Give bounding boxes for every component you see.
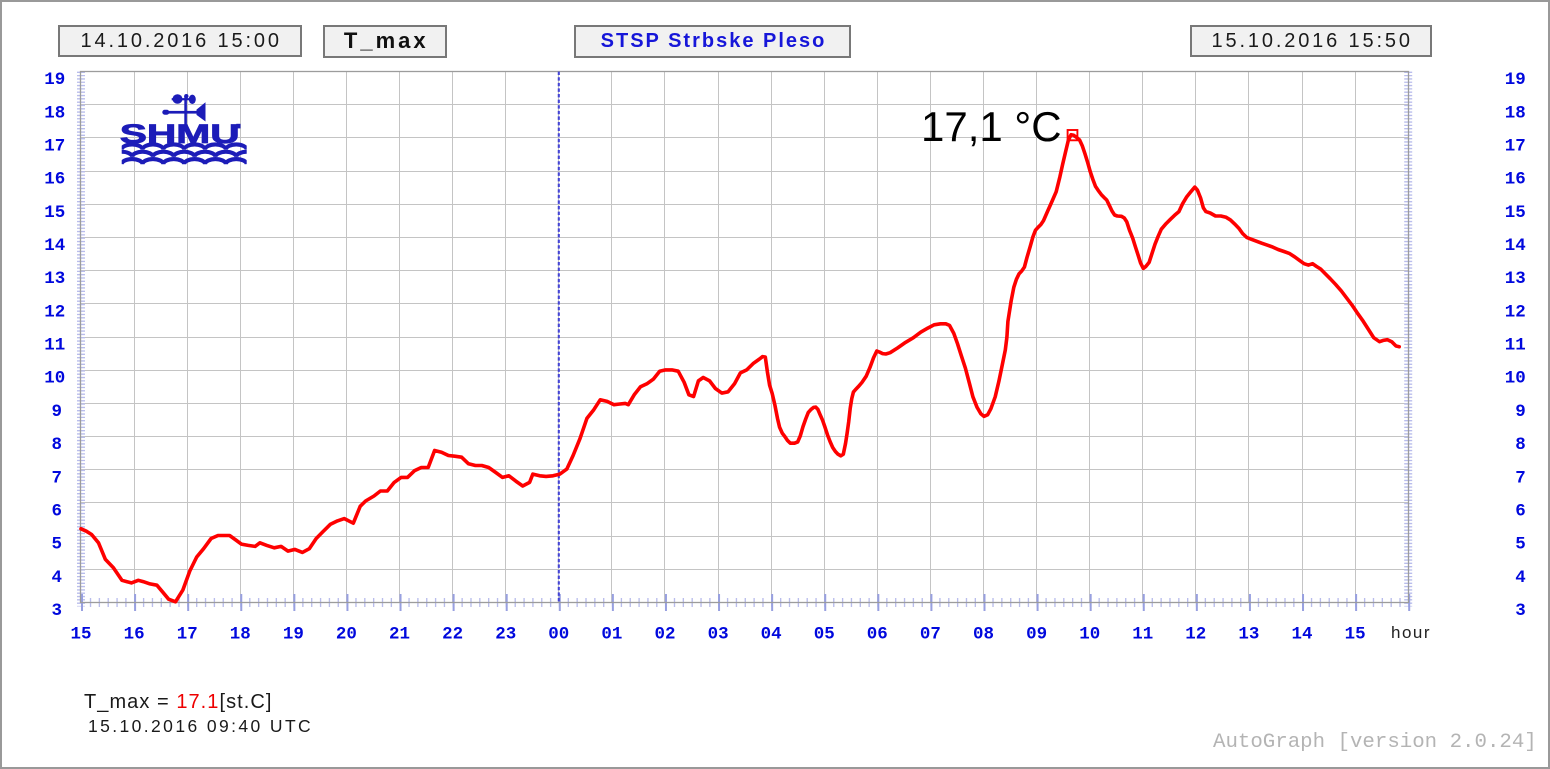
svg-text:8: 8 xyxy=(1515,435,1526,455)
svg-text:13: 13 xyxy=(1505,269,1526,289)
svg-text:15: 15 xyxy=(44,203,65,223)
svg-text:8: 8 xyxy=(51,435,62,455)
svg-text:00: 00 xyxy=(548,625,569,645)
svg-text:23: 23 xyxy=(495,625,516,645)
svg-text:01: 01 xyxy=(601,625,622,645)
svg-text:14: 14 xyxy=(44,236,65,256)
svg-text:17: 17 xyxy=(44,137,65,157)
svg-text:21: 21 xyxy=(389,625,410,645)
svg-text:18: 18 xyxy=(44,103,65,123)
svg-text:11: 11 xyxy=(1132,625,1153,645)
svg-text:12: 12 xyxy=(1185,625,1206,645)
svg-text:12: 12 xyxy=(1505,302,1526,322)
svg-text:14: 14 xyxy=(1291,625,1312,645)
svg-text:08: 08 xyxy=(973,625,994,645)
svg-text:20: 20 xyxy=(336,625,357,645)
svg-text:13: 13 xyxy=(1238,625,1259,645)
svg-text:3: 3 xyxy=(51,601,62,621)
svg-text:19: 19 xyxy=(1505,70,1526,90)
svg-text:5: 5 xyxy=(1515,535,1526,555)
svg-text:22: 22 xyxy=(442,625,463,645)
svg-text:04: 04 xyxy=(761,625,782,645)
svg-text:17,1 °C: 17,1 °C xyxy=(921,103,1062,150)
svg-text:09: 09 xyxy=(1026,625,1047,645)
svg-text:19: 19 xyxy=(44,70,65,90)
svg-text:7: 7 xyxy=(51,468,62,488)
svg-text:16: 16 xyxy=(1505,170,1526,190)
svg-text:17: 17 xyxy=(1505,137,1526,157)
svg-text:5: 5 xyxy=(51,535,62,555)
svg-text:11: 11 xyxy=(1505,336,1526,356)
svg-text:10: 10 xyxy=(1079,625,1100,645)
svg-text:16: 16 xyxy=(124,625,145,645)
svg-text:02: 02 xyxy=(654,625,675,645)
svg-text:4: 4 xyxy=(51,568,62,588)
svg-text:13: 13 xyxy=(44,269,65,289)
svg-text:10: 10 xyxy=(1505,369,1526,389)
svg-text:4: 4 xyxy=(1515,568,1526,588)
svg-text:06: 06 xyxy=(867,625,888,645)
svg-text:14: 14 xyxy=(1505,236,1526,256)
svg-text:hour: hour xyxy=(1391,623,1431,642)
svg-text:6: 6 xyxy=(51,502,62,522)
svg-text:12: 12 xyxy=(44,302,65,322)
svg-text:18: 18 xyxy=(230,625,251,645)
svg-text:18: 18 xyxy=(1505,103,1526,123)
svg-text:3: 3 xyxy=(1515,601,1526,621)
svg-text:7: 7 xyxy=(1515,468,1526,488)
svg-text:03: 03 xyxy=(708,625,729,645)
svg-text:19: 19 xyxy=(283,625,304,645)
svg-text:15: 15 xyxy=(1505,203,1526,223)
svg-text:15: 15 xyxy=(70,625,91,645)
svg-text:15: 15 xyxy=(1345,625,1366,645)
svg-text:17: 17 xyxy=(177,625,198,645)
svg-text:11: 11 xyxy=(44,336,65,356)
svg-text:10: 10 xyxy=(44,369,65,389)
svg-text:6: 6 xyxy=(1515,502,1526,522)
svg-text:05: 05 xyxy=(814,625,835,645)
svg-text:9: 9 xyxy=(51,402,62,422)
svg-text:16: 16 xyxy=(44,170,65,190)
svg-text:07: 07 xyxy=(920,625,941,645)
svg-text:9: 9 xyxy=(1515,402,1526,422)
